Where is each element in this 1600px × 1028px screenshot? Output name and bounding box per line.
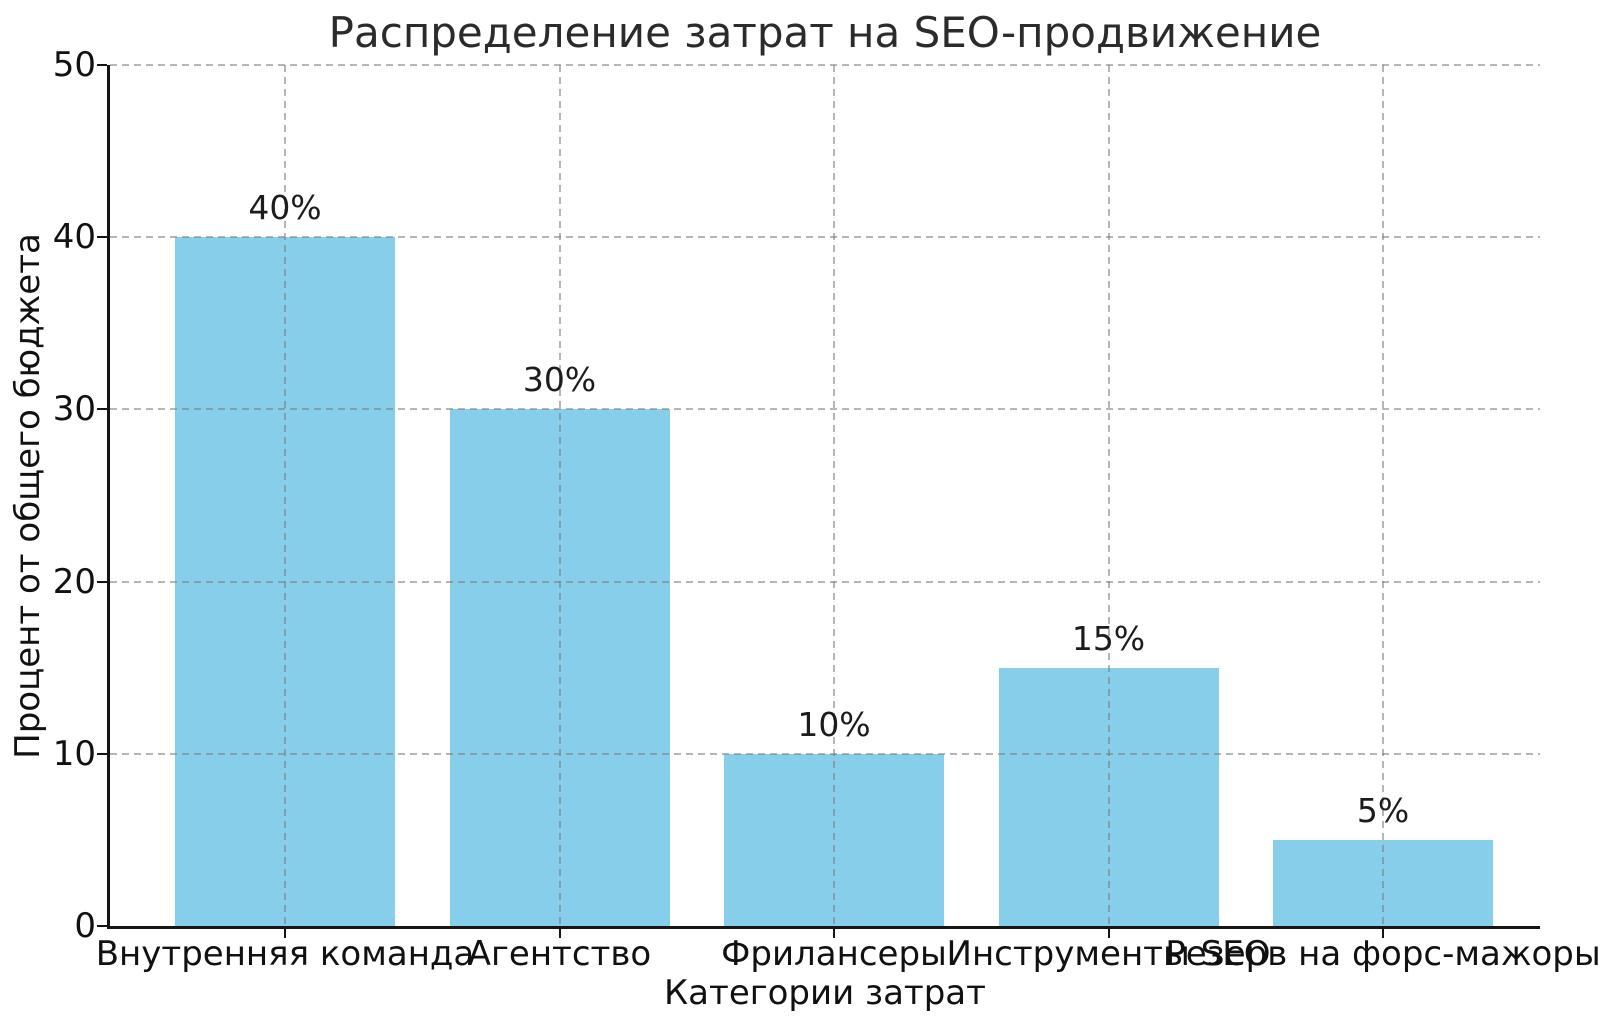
- horizontal-gridline: [110, 236, 1540, 239]
- plot-area: 40% 30% 10% 15% 5%: [110, 64, 1540, 926]
- y-tick-mark: [97, 752, 107, 755]
- y-tick-label: 20: [52, 561, 96, 602]
- y-tick-mark: [97, 580, 107, 583]
- y-tick-label: 50: [52, 45, 96, 85]
- vertical-gridline: [284, 65, 286, 926]
- vertical-gridline: [833, 65, 835, 926]
- y-tick-mark: [97, 236, 107, 239]
- y-axis-spine: [107, 65, 110, 928]
- x-tick-mark: [833, 928, 835, 938]
- y-tick-label: 40: [52, 217, 96, 258]
- x-tick-label: Фрилансеры: [721, 934, 947, 974]
- y-tick-label: 0: [74, 906, 96, 946]
- horizontal-gridline: [110, 580, 1540, 583]
- y-tick-mark: [97, 64, 107, 66]
- x-tick-label: Агентство: [467, 934, 652, 974]
- horizontal-gridline: [110, 64, 1540, 66]
- y-tick-label: 10: [52, 733, 96, 774]
- vertical-gridline: [558, 65, 561, 926]
- vertical-gridline: [1382, 65, 1384, 926]
- x-tick-label: Инструменты SEO: [946, 934, 1271, 974]
- bar-value-label: 5%: [1356, 790, 1410, 830]
- x-tick-label: Резерв на форс-мажоры: [1165, 934, 1600, 974]
- vertical-gridline: [1107, 65, 1110, 926]
- x-axis-label: Категории затрат: [664, 973, 986, 1013]
- y-axis-label: Процент от общего бюджета: [8, 233, 48, 759]
- horizontal-gridline: [110, 408, 1540, 411]
- bar-value-label: 30%: [522, 360, 597, 400]
- x-tick-mark: [1382, 928, 1384, 938]
- y-tick-mark: [97, 408, 107, 411]
- x-tick-label: Внутренняя команда: [95, 934, 475, 974]
- y-tick-label: 30: [52, 389, 96, 430]
- bar-value-label: 10%: [797, 704, 871, 744]
- bar-value-label: 40%: [248, 188, 322, 228]
- horizontal-gridline: [110, 752, 1540, 755]
- x-axis-spine: [107, 926, 1540, 929]
- x-tick-mark: [558, 928, 561, 938]
- y-tick-mark: [97, 925, 107, 927]
- x-tick-mark: [1107, 928, 1110, 938]
- bar-value-label: 15%: [1071, 618, 1146, 658]
- chart-title: Распределение затрат на SEO-продвижение: [328, 8, 1322, 57]
- x-tick-mark: [284, 928, 286, 938]
